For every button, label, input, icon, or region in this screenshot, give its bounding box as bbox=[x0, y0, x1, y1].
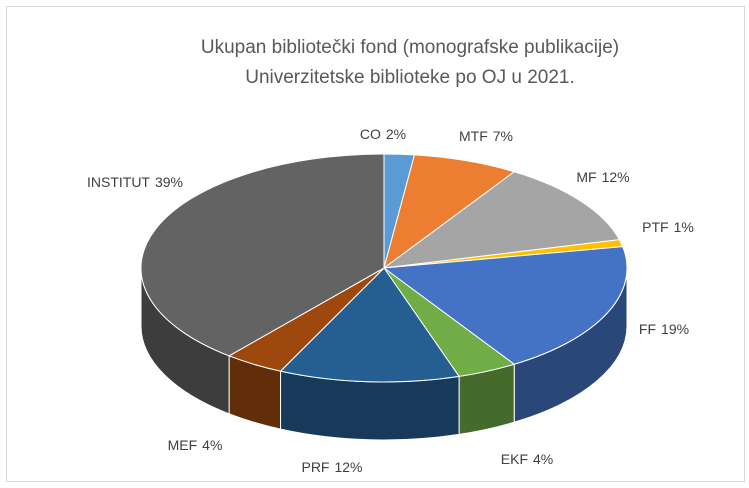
chart-title: Univerzitetske biblioteke po OJ u 2021. bbox=[245, 67, 575, 88]
data-label: EKF 4% bbox=[501, 451, 553, 467]
data-label: PRF 12% bbox=[301, 459, 362, 475]
label-category: EKF bbox=[501, 451, 528, 467]
label-category: INSTITUT bbox=[87, 174, 150, 190]
data-label: PTF 1% bbox=[642, 219, 694, 235]
data-label: MEF 4% bbox=[168, 437, 223, 453]
label-category: MEF bbox=[168, 437, 198, 453]
label-category: CO bbox=[360, 126, 381, 142]
data-label: MF 12% bbox=[576, 169, 629, 185]
label-category: FF bbox=[639, 321, 656, 337]
chart-title: Ukupan bibliotečki fond (monografske pub… bbox=[201, 37, 619, 58]
data-label: CO 2% bbox=[360, 126, 406, 142]
label-value: 19% bbox=[661, 321, 689, 337]
label-value: 39% bbox=[155, 174, 183, 190]
label-value: 7% bbox=[493, 128, 513, 144]
label-value: 12% bbox=[334, 459, 362, 475]
pie-slice bbox=[382, 171, 621, 269]
data-label: INSTITUT 39% bbox=[87, 174, 183, 190]
pie-slice bbox=[383, 154, 516, 270]
label-value: 4% bbox=[533, 451, 553, 467]
pie-slice bbox=[140, 153, 385, 357]
pie-slice bbox=[279, 267, 460, 383]
data-label: MTF 7% bbox=[459, 128, 513, 144]
label-category: MF bbox=[576, 169, 596, 185]
label-category: PTF bbox=[642, 219, 668, 235]
label-value: 1% bbox=[674, 219, 694, 235]
data-label: FF 19% bbox=[639, 321, 689, 337]
label-category: PRF bbox=[301, 459, 329, 475]
label-category: MTF bbox=[459, 128, 488, 144]
label-value: 12% bbox=[602, 169, 630, 185]
label-value: 4% bbox=[202, 437, 222, 453]
pie-slice bbox=[382, 246, 628, 365]
label-value: 2% bbox=[386, 126, 406, 142]
